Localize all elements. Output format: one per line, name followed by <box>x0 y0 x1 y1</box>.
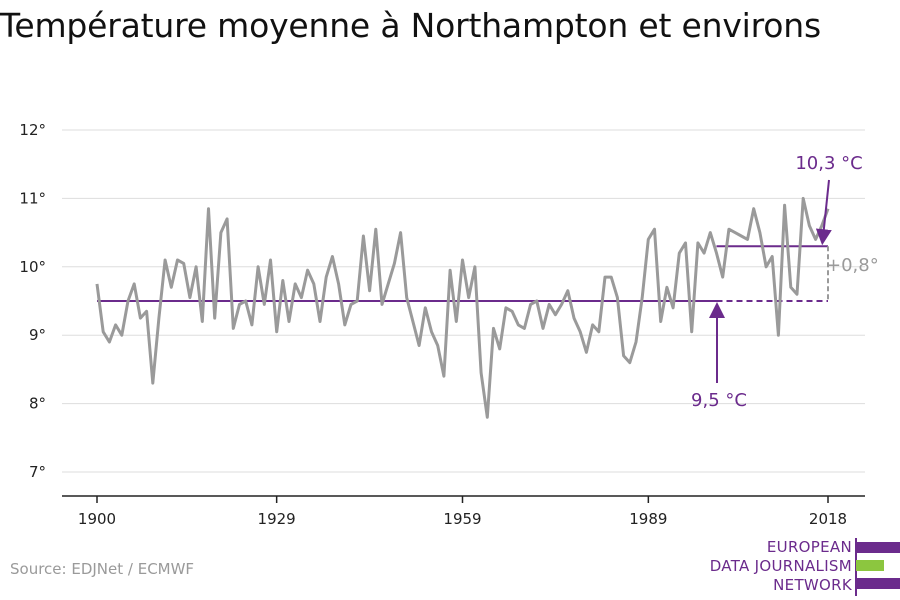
logo-line-1: EUROPEAN <box>766 538 852 556</box>
logo-line-2: DATA JOURNALISM <box>709 557 852 575</box>
y-tick-label: 12° <box>19 121 46 139</box>
x-tick-label: 1989 <box>629 510 667 528</box>
x-tick-label: 1929 <box>258 510 296 528</box>
label-recent: 10,3 °C <box>795 153 862 174</box>
x-tick-label: 1900 <box>78 510 116 528</box>
annotations: 9,5 °C 10,3 °C +0,8° <box>691 153 879 411</box>
x-tick-label: 1959 <box>443 510 481 528</box>
series-group <box>95 196 830 419</box>
logo-bar-3 <box>856 578 900 589</box>
x-tick-label: 2018 <box>809 510 847 528</box>
logo-line-3: NETWORK <box>773 576 852 594</box>
logo-bar-2 <box>856 560 884 571</box>
source-note: Source: EDJNet / ECMWF <box>10 560 195 578</box>
series-line <box>95 196 830 419</box>
edjnet-logo: EUROPEAN DATA JOURNALISM NETWORK <box>700 538 900 596</box>
y-axis-labels: 7° 8° 9° 10° 11° 12° <box>19 121 46 481</box>
label-average: 9,5 °C <box>691 390 747 411</box>
logo-bar-1 <box>856 542 900 553</box>
x-axis: 1900 1929 1959 1989 2018 <box>62 495 865 528</box>
y-tick-label: 8° <box>29 395 46 413</box>
y-tick-label: 9° <box>29 326 46 344</box>
chart-title: Température moyenne à Northampton et env… <box>0 6 821 45</box>
y-tick-label: 10° <box>19 258 46 276</box>
arrow-recent <box>815 179 832 246</box>
label-difference: +0,8° <box>826 255 879 276</box>
y-tick-label: 11° <box>19 189 46 207</box>
y-tick-label: 7° <box>29 463 46 481</box>
